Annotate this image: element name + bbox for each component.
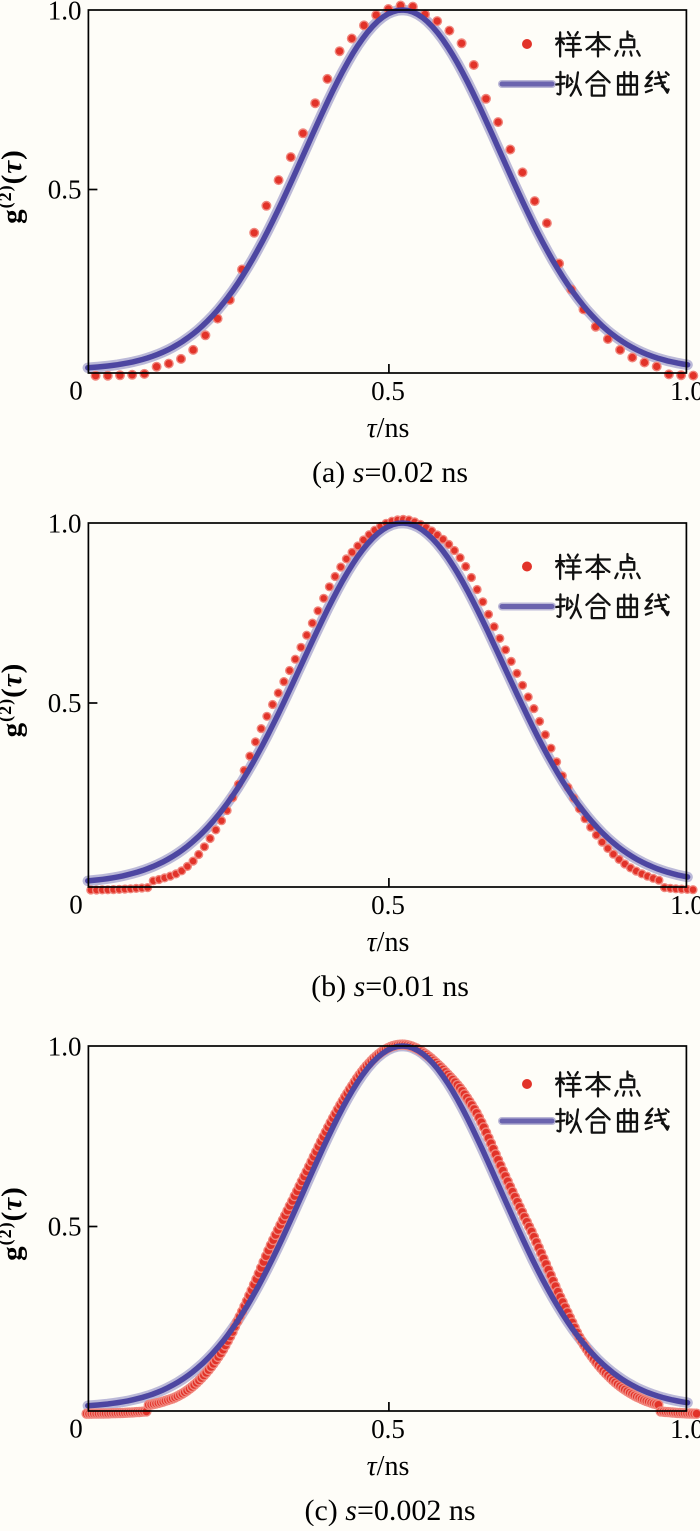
svg-text:1.0: 1.0 bbox=[670, 376, 700, 406]
svg-text:τ/ns: τ/ns bbox=[367, 1451, 410, 1482]
svg-text:0.5: 0.5 bbox=[371, 890, 405, 920]
svg-text:1.0: 1.0 bbox=[48, 0, 82, 26]
svg-text:1.0: 1.0 bbox=[670, 1414, 700, 1444]
svg-text:τ/ns: τ/ns bbox=[367, 413, 410, 444]
svg-text:g(2)(τ): g(2)(τ) bbox=[0, 1186, 28, 1261]
svg-text:0.5: 0.5 bbox=[48, 175, 82, 205]
svg-text:(c) s=0.002 ns: (c) s=0.002 ns bbox=[304, 1494, 475, 1526]
svg-text:0.5: 0.5 bbox=[371, 1414, 405, 1444]
svg-text:0.5: 0.5 bbox=[48, 688, 82, 718]
svg-text:1.0: 1.0 bbox=[670, 890, 700, 920]
svg-text:τ/ns: τ/ns bbox=[367, 927, 410, 958]
svg-text:0: 0 bbox=[69, 376, 83, 406]
svg-text:(a) s=0.02 ns: (a) s=0.02 ns bbox=[312, 456, 468, 489]
svg-text:g(2)(τ): g(2)(τ) bbox=[0, 149, 28, 224]
svg-text:(b) s=0.01 ns: (b) s=0.01 ns bbox=[311, 970, 469, 1003]
svg-text:0: 0 bbox=[69, 1414, 83, 1444]
svg-text:1.0: 1.0 bbox=[48, 1032, 82, 1062]
svg-text:1.0: 1.0 bbox=[48, 509, 82, 539]
svg-text:0: 0 bbox=[69, 890, 83, 920]
svg-text:0.5: 0.5 bbox=[371, 376, 405, 406]
svg-text:0.5: 0.5 bbox=[48, 1212, 82, 1242]
